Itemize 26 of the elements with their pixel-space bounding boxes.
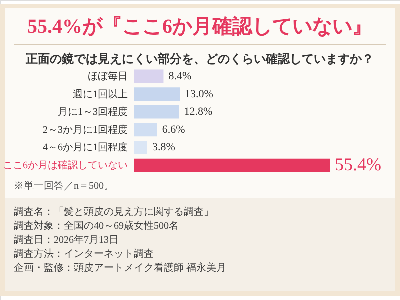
text: 調査方法：インターネット調査 — [14, 248, 154, 260]
data-label: 6.6% — [162, 124, 186, 136]
text: 企画・監修：頭皮アートメイク看護師 福永美月 — [14, 262, 226, 274]
y-tick-label: 週に1回以上 — [73, 88, 128, 100]
text: 調査日：2026年7月13日 — [14, 234, 119, 246]
bar — [134, 88, 180, 101]
y-tick-label: 月に1～3回程度 — [58, 106, 128, 118]
data-label: 55.4% — [335, 154, 382, 175]
bar — [134, 141, 148, 154]
chart-subtitle: 正面の鏡では見えにくい部分を、どのくらい確認していますか？ — [25, 52, 374, 66]
y-tick-label: ここ6か月は確認していない — [3, 160, 128, 172]
text: 調査名：「髪と頭皮の見え方に関する調査」 — [14, 206, 214, 218]
data-label: 13.0% — [184, 88, 214, 100]
chart-title: 55.4%が『ここ6か月確認していない』 — [28, 15, 372, 38]
y-tick-label: 4～6か月に1回程度 — [43, 142, 128, 154]
y-tick-label: ほぼ毎日 — [88, 70, 128, 82]
text: 調査対象：全国の40～69歳女性500名 — [14, 220, 179, 232]
bar — [134, 158, 330, 172]
data-label: 8.4% — [168, 70, 192, 82]
bar — [134, 123, 158, 137]
y-tick-label: 2～3か月に1回程度 — [43, 124, 128, 136]
bar — [134, 70, 164, 84]
data-label: 12.8% — [184, 106, 213, 118]
bar — [134, 105, 180, 119]
text: ※単一回答／n＝500。 — [14, 180, 114, 192]
data-label: 3.8% — [152, 142, 176, 154]
